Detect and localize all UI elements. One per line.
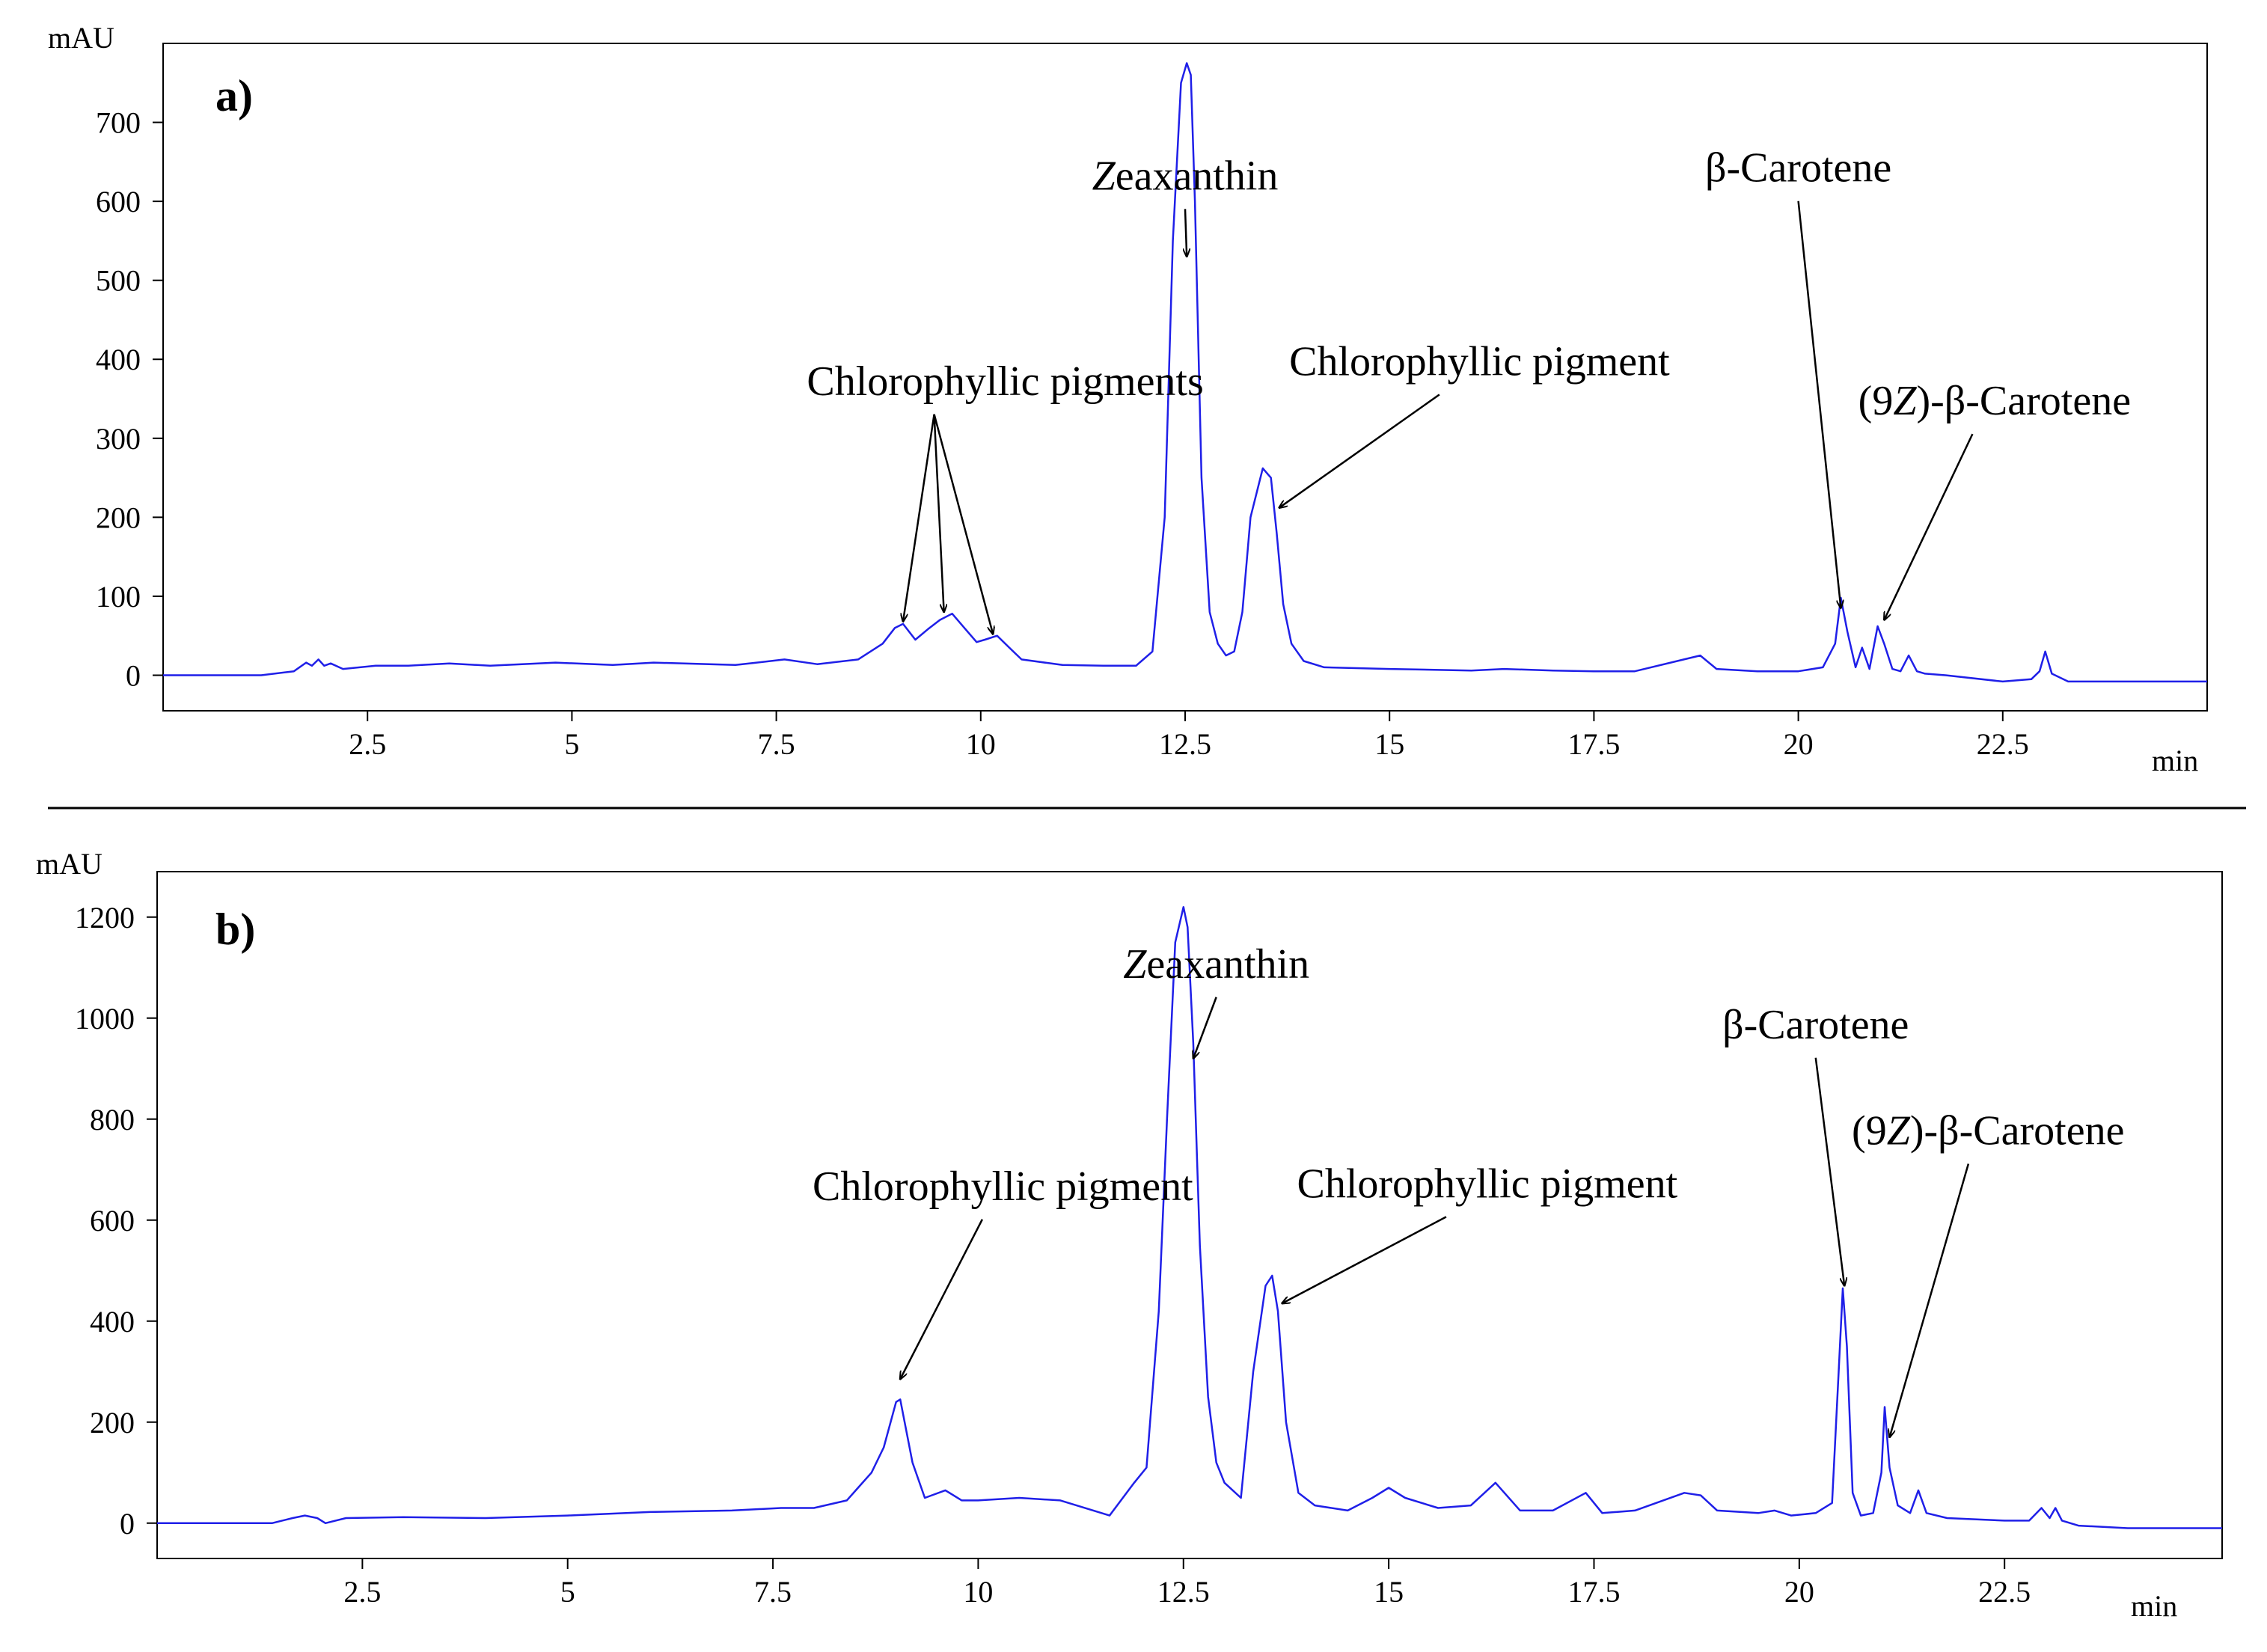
annotation-arrow [1884,433,1974,620]
y-tick-label: 0 [126,658,141,692]
plot-frame [156,871,2223,1559]
y-tick-label: 0 [120,1507,135,1541]
y-tick-label: 300 [96,422,141,456]
y-tick-label: 600 [90,1204,135,1238]
x-axis-unit: min [2152,744,2198,777]
axis-ticks: 2.5 5 7.5 10 12.5 15 17.5 20 22.5 0 100 200 300 400 50… [96,106,2029,761]
peak-annotation: β-Carotene [1705,145,1891,192]
peak-annotation: Zeaxanthin [1123,941,1309,988]
axis-ticks: 2.5 5 7.5 10 12.5 15 17.5 20 22.5 0 200 400 600 800 10… [75,901,2031,1609]
panel-label: b) [215,905,255,954]
peak-annotation: (9Z)-β-Carotene [1852,1108,2124,1154]
chromatogram-trace [163,62,2207,683]
y-tick-label: 500 [96,264,141,298]
annotation-arrow [1797,201,1841,608]
y-axis-unit: mAU [48,21,114,55]
annotation-arrow [1193,997,1217,1059]
y-tick-label: 800 [90,1103,135,1136]
annotation-arrow [933,414,994,634]
x-tick-label: 7.5 [754,1575,792,1609]
x-tick-label: 17.5 [1567,727,1620,761]
chromatogram-panel-a: 2.5 5 7.5 10 12.5 15 17.5 20 22.5 0 100 200 300 400 50… [48,21,2208,777]
peak-annotation: Chlorophyllic pigments [807,358,1203,405]
x-tick-label: 17.5 [1567,1575,1620,1609]
x-tick-label: 20 [1784,1575,1814,1609]
annotation-arrow [903,414,935,622]
y-axis-unit: mAU [36,847,103,881]
y-tick-label: 200 [90,1406,135,1440]
x-axis-unit: min [2131,1589,2177,1623]
peak-annotation: Chlorophyllic pigment [1289,338,1670,385]
peak-annotation: Zeaxanthin [1092,153,1279,199]
x-tick-label: 2.5 [349,727,386,761]
x-tick-label: 20 [1784,727,1814,761]
x-tick-label: 12.5 [1157,1575,1210,1609]
annotation-arrow [1890,1163,1970,1438]
x-tick-label: 2.5 [343,1575,381,1609]
x-tick-label: 7.5 [758,727,795,761]
y-tick-label: 600 [96,185,141,218]
annotation-arrow [1814,1057,1844,1286]
annotation-arrow [1279,394,1440,507]
y-tick-label: 100 [96,580,141,614]
peak-annotation: β-Carotene [1722,1002,1909,1048]
chromatogram-trace [157,906,2222,1529]
annotation-arrow [900,1219,984,1380]
annotation-arrow [933,414,944,612]
x-tick-label: 5 [564,727,579,761]
annotation-arrow [1282,1216,1447,1303]
x-tick-label: 15 [1374,1575,1404,1609]
y-tick-label: 200 [96,501,141,534]
panel-label: a) [215,71,253,120]
x-tick-label: 12.5 [1159,727,1211,761]
y-tick-label: 1200 [75,901,135,934]
x-tick-label: 10 [963,1575,993,1609]
peak-annotation: Chlorophyllic pigment [813,1163,1193,1210]
annotation-arrow [1185,209,1187,257]
chromatogram-panel-b: 2.5 5 7.5 10 12.5 15 17.5 20 22.5 0 200 400 600 800 10… [36,847,2223,1623]
x-tick-label: 5 [560,1575,575,1609]
x-tick-label: 10 [966,727,996,761]
x-tick-label: 15 [1374,727,1404,761]
x-tick-label: 22.5 [1977,727,2029,761]
y-tick-label: 700 [96,106,141,140]
peak-annotation: Chlorophyllic pigment [1297,1160,1678,1207]
x-tick-label: 22.5 [1978,1575,2031,1609]
y-tick-label: 400 [90,1305,135,1339]
peak-annotation: (9Z)-β-Carotene [1858,378,2131,424]
y-tick-label: 1000 [75,1002,135,1035]
y-tick-label: 400 [96,343,141,376]
